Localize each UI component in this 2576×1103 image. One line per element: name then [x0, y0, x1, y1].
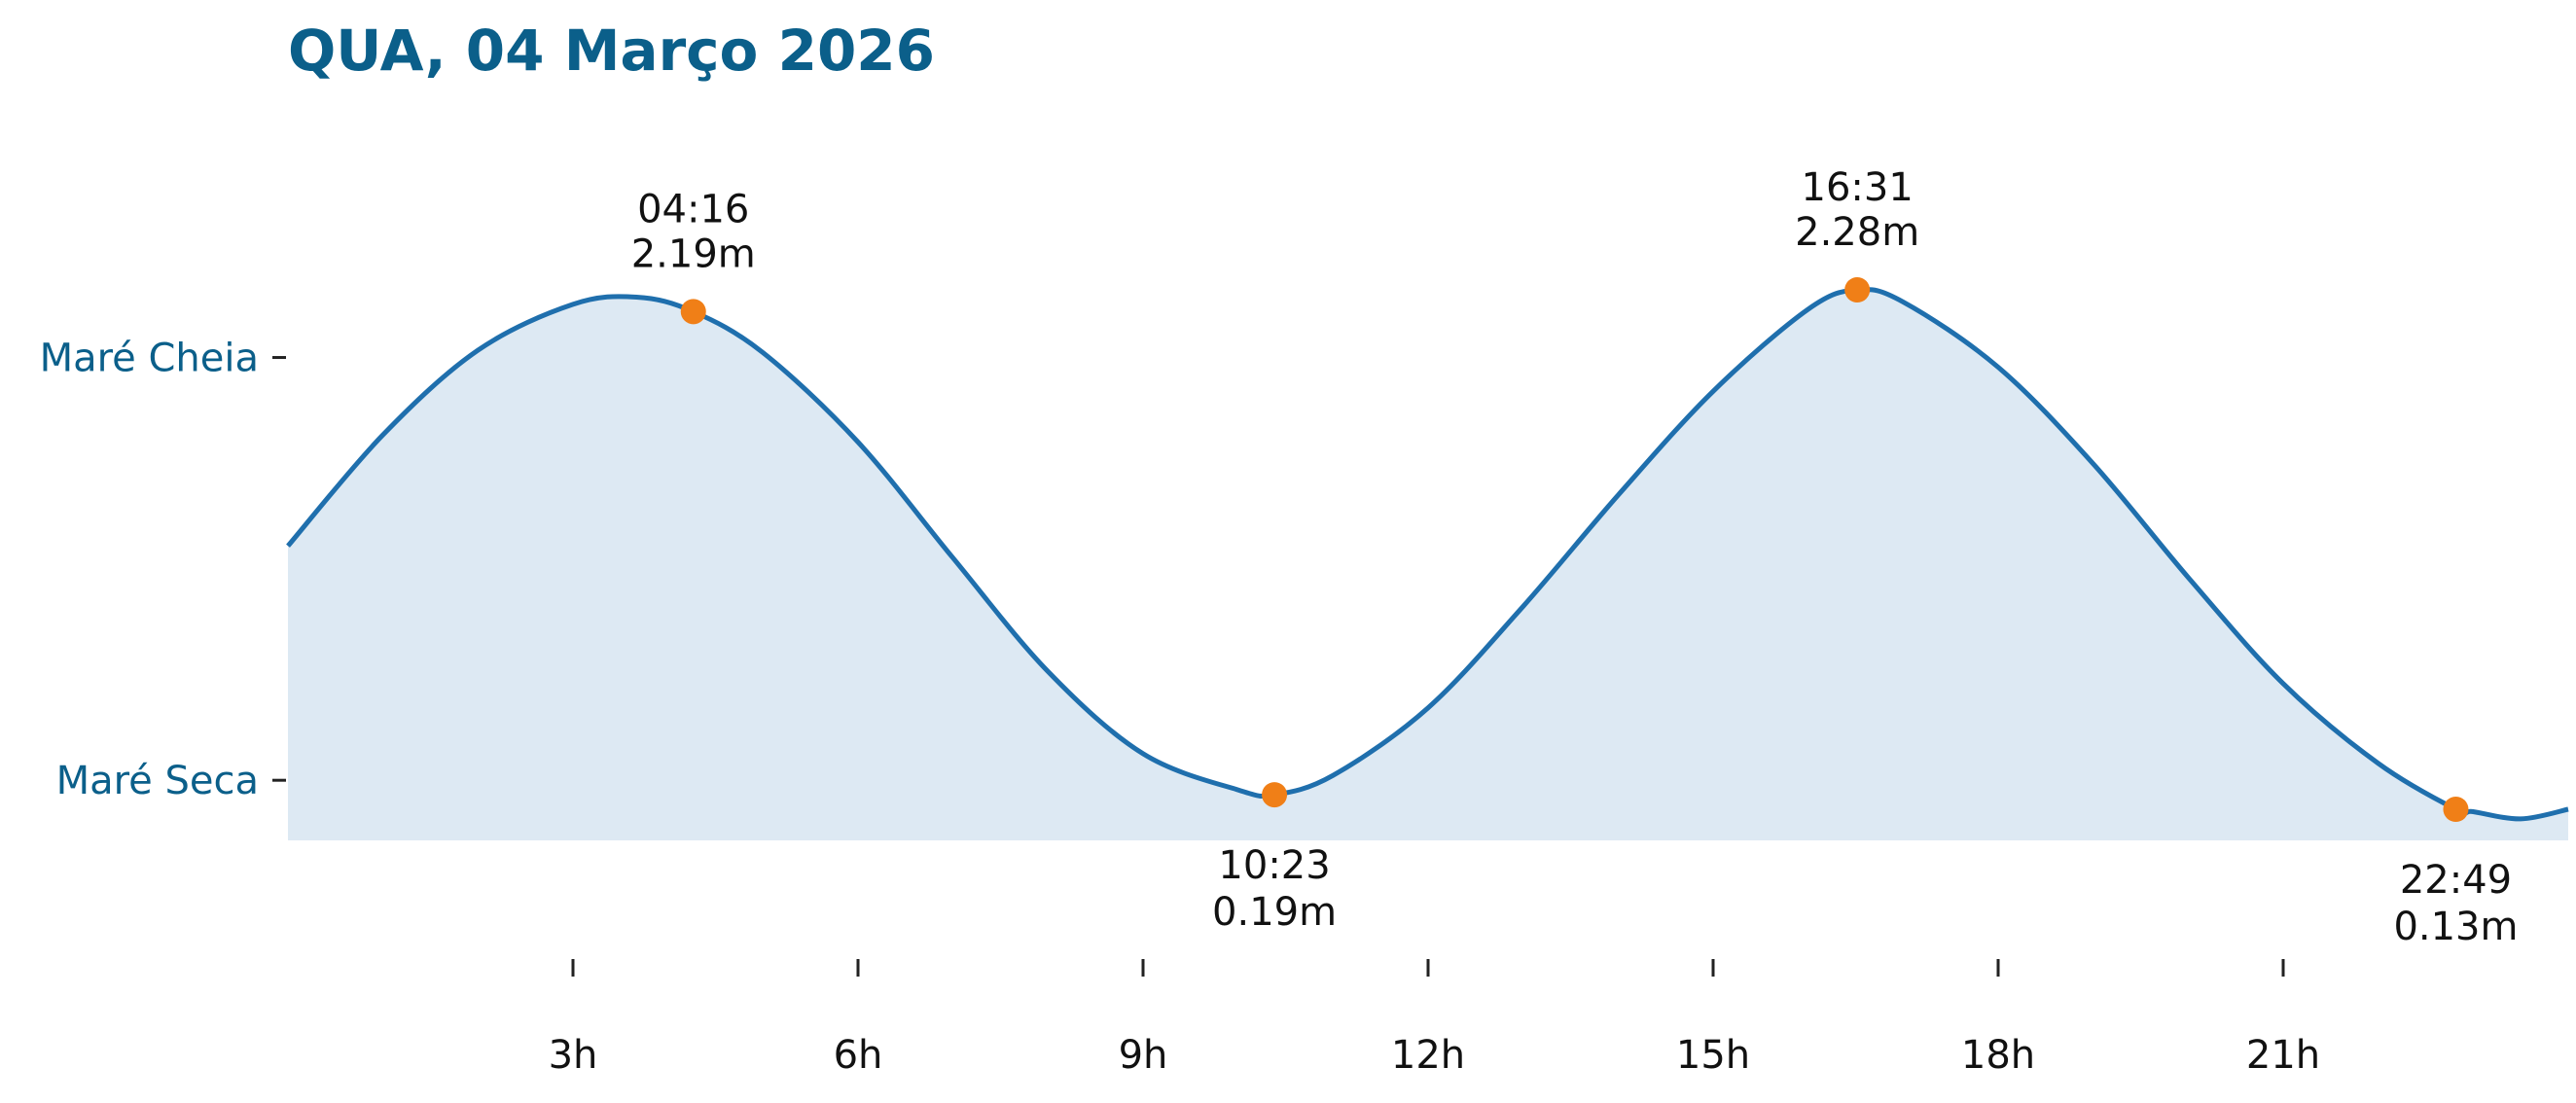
tide-area-layer	[288, 289, 2568, 840]
extreme-markers	[680, 277, 2469, 822]
low-tide-marker	[2443, 797, 2469, 822]
extreme-time-label: 04:16	[637, 187, 749, 231]
extreme-annotations: 04:162.19m 10:230.19m 16:312.28m 22:490.13m	[631, 165, 2519, 949]
y-tick-label: Maré Cheia	[40, 337, 259, 381]
y-axis: Maré Cheia Maré Seca	[40, 337, 286, 803]
x-axis: 3h 6h 9h 12h 15h 18h 21h	[549, 959, 2320, 1078]
extreme-height-label: 0.19m	[1212, 890, 1337, 935]
x-tick-label: 9h	[1119, 1033, 1168, 1078]
x-tick-label: 12h	[1391, 1033, 1465, 1078]
y-tick-label: Maré Seca	[56, 759, 259, 803]
extreme-height-label: 2.19m	[631, 231, 756, 276]
extreme-height-label: 2.28m	[1795, 210, 1919, 255]
x-tick-label: 15h	[1676, 1033, 1750, 1078]
high-tide-marker	[680, 299, 706, 325]
extreme-time-label: 10:23	[1218, 843, 1330, 888]
extreme-height-label: 0.13m	[2393, 905, 2518, 949]
high-tide-marker	[1844, 277, 1871, 302]
x-tick-label: 6h	[834, 1033, 883, 1078]
chart-title: QUA, 04 Março 2026	[288, 18, 936, 84]
tide-area-fill	[288, 289, 2568, 840]
extreme-time-label: 22:49	[2400, 858, 2512, 903]
extreme-time-label: 16:31	[1802, 165, 1914, 210]
x-tick-label: 3h	[549, 1033, 598, 1078]
x-tick-label: 21h	[2246, 1033, 2320, 1078]
x-tick-label: 18h	[1961, 1033, 2035, 1078]
low-tide-marker	[1262, 782, 1288, 808]
